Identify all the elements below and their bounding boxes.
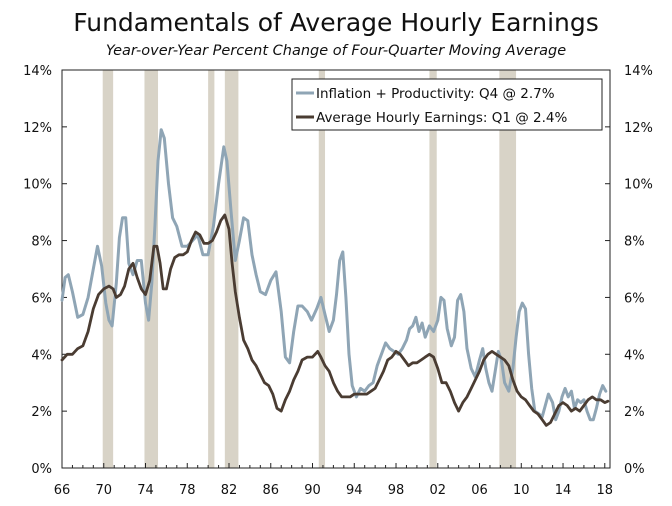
y-tick-label-left: 0% — [31, 462, 52, 477]
y-tick-label-left: 4% — [31, 348, 52, 363]
legend-box — [291, 78, 603, 131]
chart-subtitle: Year-over-Year Percent Change of Four-Qu… — [105, 43, 567, 59]
chart-title: Fundamentals of Average Hourly Earnings — [73, 8, 599, 37]
recession-band-6 — [429, 70, 437, 468]
y-tick-label-right: 6% — [624, 291, 645, 306]
recession-band-3 — [208, 70, 215, 468]
x-tick-label: 66 — [54, 483, 71, 498]
recession-band-5 — [318, 70, 326, 468]
x-tick-label: 02 — [429, 483, 446, 498]
plot-area-frame — [61, 69, 611, 469]
x-tick-label: 06 — [471, 483, 488, 498]
x-tick-label: 90 — [304, 483, 321, 498]
y-tick-label-left: 6% — [31, 291, 52, 306]
series-group — [60, 128, 610, 427]
y-tick-label-right: 2% — [624, 405, 645, 420]
legend: Inflation + Productivity: Q4 @ 2.7% Aver… — [291, 78, 603, 131]
x-tick-label: 82 — [221, 483, 238, 498]
x-tick-label: 14 — [555, 483, 572, 498]
x-tick-label: 98 — [388, 483, 405, 498]
x-tick-label: 74 — [137, 483, 154, 498]
series-line-inflation-productivity — [60, 128, 608, 422]
y-tick-label-right: 8% — [624, 235, 645, 250]
series-line-average-hourly-earnings — [60, 213, 610, 427]
x-tick-label: 86 — [262, 483, 279, 498]
y-tick-label-right: 4% — [624, 348, 645, 363]
y-tick-label-right: 10% — [624, 178, 653, 193]
y-tick-label-left: 2% — [31, 405, 52, 420]
x-tick-label: 94 — [346, 483, 363, 498]
x-tick-label: 10 — [513, 483, 530, 498]
y-tick-label-right: 14% — [624, 64, 653, 79]
x-tick-label: 70 — [95, 483, 112, 498]
legend-label-inflation-productivity: Inflation + Productivity: Q4 @ 2.7% — [316, 86, 555, 102]
y-tick-label-left: 14% — [23, 64, 52, 79]
x-tick-label: 78 — [179, 483, 196, 498]
y-tick-label-left: 10% — [23, 178, 52, 193]
y-tick-label-right: 0% — [624, 462, 645, 477]
x-tick-label: 18 — [597, 483, 614, 498]
y-tick-label-left: 12% — [23, 121, 52, 136]
axis-ticks-group: 0% 0% 2% 2% 4% 4% 6% 6% 8% 8% 10% 10% 12% 12% 14% 14% 66… — [23, 64, 653, 498]
y-tick-label-left: 8% — [31, 235, 52, 250]
recession-band-1 — [102, 70, 114, 468]
y-tick-label-right: 12% — [624, 121, 653, 136]
legend-label-average-hourly-earnings: Average Hourly Earnings: Q1 @ 2.4% — [316, 110, 567, 126]
